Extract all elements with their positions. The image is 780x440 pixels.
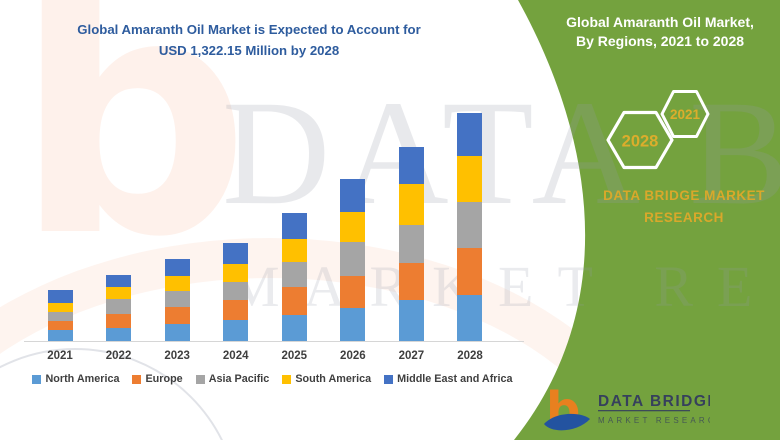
bar-segment-middle-east-and-africa (340, 178, 366, 213)
bar-segment-south-america (106, 287, 132, 300)
bar-segment-asia-pacific (47, 312, 73, 321)
bar-segment-south-america (281, 238, 307, 262)
bar-segment-north-america (47, 330, 73, 341)
hexagon-2028 (606, 110, 674, 170)
bar-segment-europe (340, 276, 366, 308)
bar-segment-asia-pacific (340, 241, 366, 277)
bar-segment-asia-pacific (106, 299, 132, 314)
bar-segment-europe (47, 320, 73, 331)
legend-swatch-icon (384, 374, 394, 384)
legend-label: Middle East and Africa (397, 373, 513, 385)
panel-heading-line2: By Regions, 2021 to 2028 (575, 33, 745, 49)
bar-segment-middle-east-and-africa (281, 212, 307, 239)
chart-title-line1: Global Amaranth Oil Market is Expected t… (77, 22, 421, 37)
bar-segment-south-america (457, 155, 483, 202)
legend-item-south-america: South America (282, 373, 371, 385)
bar-segment-south-america (164, 275, 190, 291)
legend-swatch-icon (195, 374, 205, 384)
bar-2021 (47, 290, 73, 341)
bar-segment-europe (281, 287, 307, 316)
bar-segment-middle-east-and-africa (106, 275, 132, 288)
x-axis-label-2021: 2021 (47, 350, 73, 362)
bar-2023 (164, 259, 190, 341)
x-axis-label-2027: 2027 (398, 350, 425, 362)
databridge-logo: b DATA BRIDGE MARKET RESEARCH (544, 385, 710, 437)
legend-label: Asia Pacific (208, 373, 270, 385)
legend-label: Europe (145, 373, 183, 385)
bar-segment-asia-pacific (164, 290, 190, 307)
bar-segment-europe (457, 247, 483, 295)
bar-2028 (457, 112, 483, 341)
legend-item-asia-pacific: Asia Pacific (195, 373, 270, 385)
bar-segment-north-america (223, 320, 249, 341)
bar-segment-europe (164, 306, 190, 325)
x-axis-label-2023: 2023 (164, 350, 190, 362)
bar-segment-asia-pacific (281, 261, 307, 288)
legend-item-north-america: North America (32, 373, 119, 385)
panel-heading-line1: Global Amaranth Oil Market, (566, 14, 754, 30)
panel-brand-text: DATA BRIDGE MARKET RESEARCH (564, 185, 780, 229)
bar-segment-middle-east-and-africa (47, 290, 73, 303)
bar-segment-south-america (223, 264, 249, 283)
bar-segment-north-america (281, 315, 307, 341)
bar-segment-north-america (457, 294, 483, 341)
legend-swatch-icon (32, 374, 42, 384)
x-axis-label-2026: 2026 (340, 350, 366, 362)
green-panel-path (514, 0, 780, 440)
logo-brand-text: DATA BRIDGE (598, 393, 710, 410)
panel-heading: Global Amaranth Oil Market, By Regions, … (545, 13, 775, 51)
chart-title-line2: USD 1,322.15 Million by 2028 (158, 43, 340, 58)
bar-2027 (398, 146, 424, 341)
legend-item-middle-east-and-africa: Middle East and Africa (384, 373, 513, 385)
legend-item-europe: Europe (132, 373, 183, 385)
hexagon-2021-label: 2021 (670, 107, 701, 122)
chart-legend: North America Europe Asia Pacific South Ame… (0, 373, 545, 385)
panel-brand-line1: DATA BRIDGE MARKET (603, 188, 765, 203)
bar-segment-north-america (398, 299, 424, 341)
bar-segment-south-america (398, 183, 424, 225)
legend-swatch-icon (282, 374, 292, 384)
x-axis-label-2022: 2022 (105, 350, 132, 362)
bar-segment-south-america (47, 302, 73, 313)
chart-title: Global Amaranth Oil Market is Expected t… (29, 19, 469, 61)
logo-leaf-icon (544, 413, 590, 431)
x-axis-label-2028: 2028 (457, 350, 483, 362)
bar-segment-south-america (340, 212, 366, 242)
hexagon-2021 (660, 90, 710, 138)
logo-divider-line (598, 410, 690, 412)
x-axis-line (24, 341, 524, 342)
bar-segment-north-america (106, 328, 132, 341)
bar-2026 (340, 178, 366, 341)
bar-segment-middle-east-and-africa (457, 112, 483, 156)
bar-2024 (223, 242, 249, 341)
bar-segment-north-america (340, 307, 366, 341)
year-hexagons: 2021 2028 (606, 90, 710, 170)
bar-segment-asia-pacific (398, 224, 424, 264)
bar-segment-north-america (164, 324, 190, 341)
legend-label: South America (295, 373, 372, 385)
bar-segment-asia-pacific (223, 282, 249, 300)
bar-2025 (281, 212, 307, 341)
bar-segment-asia-pacific (457, 201, 483, 248)
bar-segment-europe (398, 263, 424, 300)
hexagon-2028-label: 2028 (622, 133, 659, 151)
legend-swatch-icon (132, 374, 142, 384)
legend-label: North America (45, 373, 120, 385)
bar-segment-europe (223, 299, 249, 321)
bar-segment-middle-east-and-africa (398, 146, 424, 184)
x-axis-label-2025: 2025 (281, 350, 308, 362)
panel-brand-line2: RESEARCH (644, 210, 724, 225)
bar-2022 (106, 275, 132, 341)
logo-sub-text: MARKET RESEARCH (598, 416, 710, 425)
bar-segment-europe (106, 313, 132, 329)
x-axis-label-2024: 2024 (222, 350, 249, 362)
bar-segment-middle-east-and-africa (223, 242, 249, 265)
bar-segment-middle-east-and-africa (164, 259, 190, 276)
